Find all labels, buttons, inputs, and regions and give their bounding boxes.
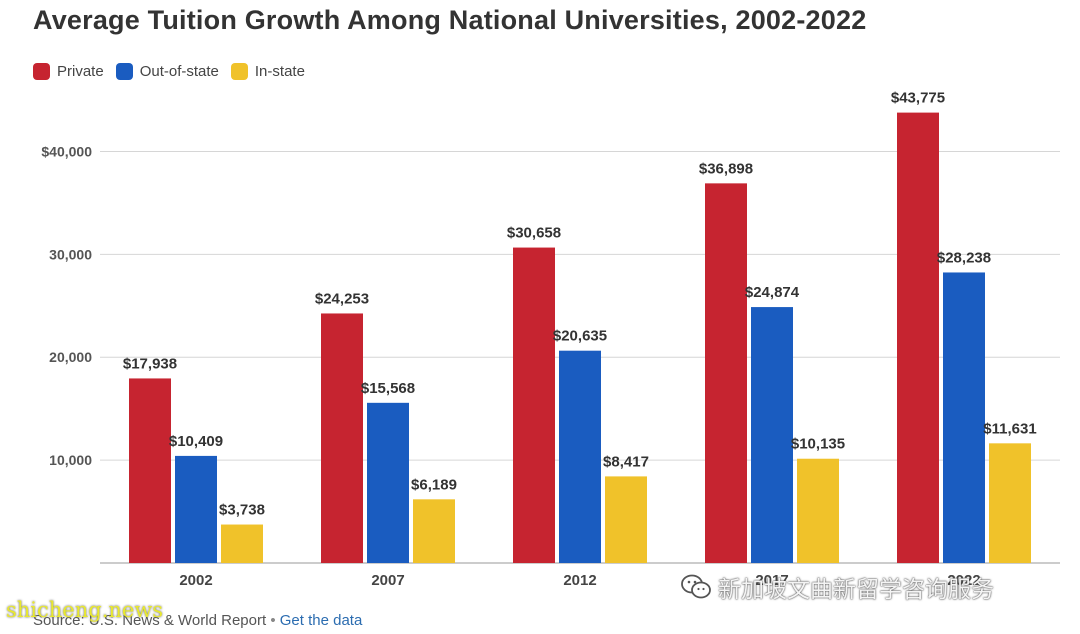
x-tick-label: 2007 <box>371 572 404 589</box>
data-label: $30,658 <box>507 225 561 242</box>
site-watermark: shicheng.news <box>6 598 164 622</box>
bar <box>705 183 747 563</box>
x-tick-label: 2012 <box>563 572 596 589</box>
bar <box>943 272 985 563</box>
legend-label-out-of-state: Out-of-state <box>139 62 219 80</box>
bar <box>321 313 363 563</box>
data-label: $24,253 <box>315 290 369 307</box>
legend-swatch-in-state <box>230 62 248 80</box>
data-label: $10,409 <box>169 433 223 450</box>
bar <box>513 247 555 564</box>
data-label: $15,568 <box>361 380 415 397</box>
bar <box>221 524 263 563</box>
legend-swatch-out-of-state <box>115 62 133 80</box>
y-tick-label: 20,000 <box>49 349 92 365</box>
data-label: $6,189 <box>411 476 457 493</box>
bar <box>751 307 793 563</box>
data-label: $43,775 <box>891 90 945 107</box>
data-label: $17,938 <box>123 355 177 372</box>
data-label: $20,635 <box>553 328 607 345</box>
legend-item-out-of-state: Out-of-state <box>115 62 219 80</box>
chart-title: Average Tuition Growth Among National Un… <box>33 5 867 35</box>
data-label: $28,238 <box>937 249 991 266</box>
bar <box>989 443 1031 563</box>
wechat-watermark-text: 新加坡文曲新留学咨询服务 <box>718 576 994 602</box>
bar <box>559 350 601 563</box>
x-tick-label: 2017 <box>755 572 788 589</box>
data-label: $24,874 <box>745 284 800 301</box>
y-tick-label: 10,000 <box>49 452 92 468</box>
y-tick-label: 30,000 <box>49 246 92 262</box>
x-tick-label: 2002 <box>179 572 212 589</box>
wechat-icon <box>681 574 711 599</box>
footer-separator: • <box>270 612 276 629</box>
bar <box>367 402 409 563</box>
legend-label-in-state: In-state <box>254 62 305 80</box>
data-label: $11,631 <box>983 420 1036 437</box>
legend-swatch-private <box>33 62 50 80</box>
bar <box>605 476 647 563</box>
legend-label-private: Private <box>57 62 104 80</box>
chart-legend: Private Out-of-state In-state <box>33 61 305 81</box>
data-label: $3,738 <box>219 502 265 519</box>
chart-footer: Source: U.S. News & World Report • Get t… <box>33 612 362 629</box>
bar <box>897 112 939 564</box>
legend-item-in-state: In-state <box>230 62 305 80</box>
data-label: $10,135 <box>791 436 845 453</box>
x-tick-label: 2022 <box>947 572 980 589</box>
y-tick-label: $40,000 <box>41 143 92 159</box>
bar <box>413 499 455 563</box>
data-label: $8,417 <box>603 453 649 470</box>
legend-item-private: Private <box>33 62 104 80</box>
data-label: $36,898 <box>699 160 753 177</box>
bar <box>129 378 171 563</box>
source-text: Source: U.S. News & World Report <box>33 612 267 629</box>
get-the-data-link[interactable]: Get the data <box>279 612 363 629</box>
bar <box>175 455 217 563</box>
bar <box>797 458 839 563</box>
wechat-watermark: 新加坡文曲新留学咨询服务 <box>680 570 994 604</box>
